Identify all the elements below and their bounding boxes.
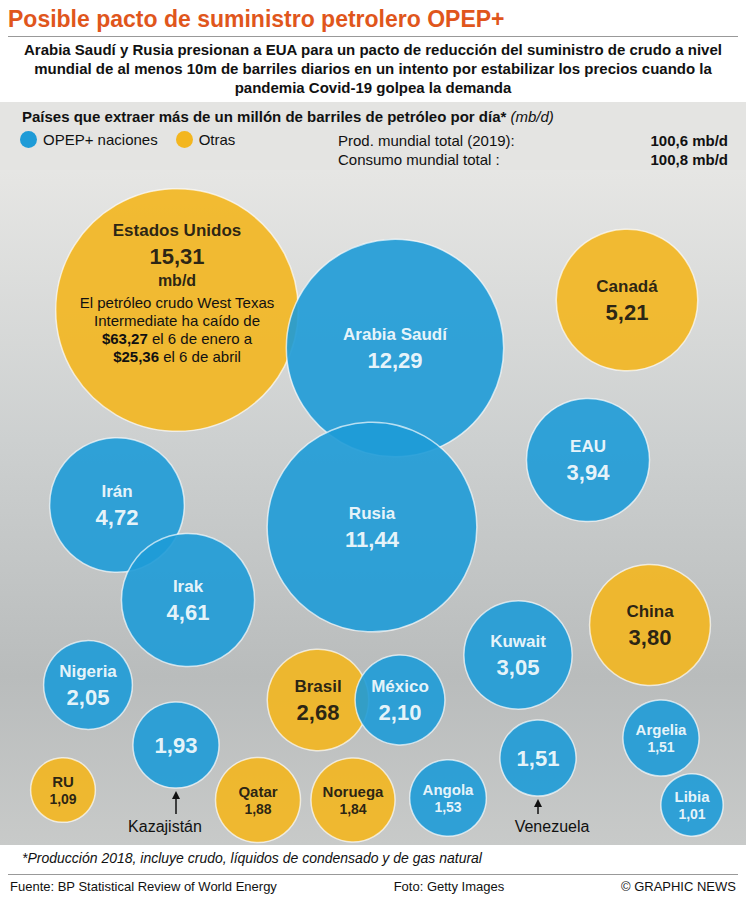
html-text:100,6 mb/d: 100,6 mb/d — [650, 132, 728, 149]
svg-text:Argelia: Argelia — [636, 721, 688, 738]
svg-text:Kuwait: Kuwait — [490, 632, 546, 651]
html-text:Posible pacto de suministro pe: Posible pacto de suministro petrolero OP… — [8, 6, 505, 32]
html-text:Países que extraer más de un m: Países que extraer más de un millón de b… — [22, 108, 554, 125]
svg-text:4,72: 4,72 — [96, 505, 139, 530]
html-text:El petróleo crudo West Texas: El petróleo crudo West Texas — [79, 294, 275, 311]
svg-text:2,05: 2,05 — [67, 685, 110, 710]
html-text:Arabia Saudí y Rusia presionan: Arabia Saudí y Rusia presionan a EUA par… — [24, 41, 722, 96]
svg-text:Arabia Saudí: Arabia Saudí — [343, 325, 448, 344]
html-text:Fuente: BP Statistical Review: Fuente: BP Statistical Review of World E… — [10, 879, 277, 894]
html-text:OPEP+ naciones: OPEP+ naciones — [43, 131, 158, 148]
svg-text:5,21: 5,21 — [606, 300, 649, 325]
html-text:$63,27 el 6 de enero a: $63,27 el 6 de enero a — [101, 330, 253, 347]
html-text:Consumo mundial total :: Consumo mundial total : — [338, 151, 500, 168]
svg-text:EAU: EAU — [570, 437, 606, 456]
svg-text:RU: RU — [52, 773, 74, 790]
svg-text:1,51: 1,51 — [517, 746, 560, 771]
html-text:100,8 mb/d: 100,8 mb/d — [650, 151, 728, 168]
svg-text:2,68: 2,68 — [297, 700, 340, 725]
svg-text:3,80: 3,80 — [629, 625, 672, 650]
svg-text:Qatar: Qatar — [238, 783, 277, 800]
html-text:Intermediate ha caído de: Intermediate ha caído de — [94, 312, 260, 329]
svg-text:Brasil: Brasil — [294, 677, 341, 696]
svg-text:Rusia: Rusia — [349, 504, 396, 523]
svg-text:Kazajistán: Kazajistán — [128, 818, 202, 835]
svg-text:Irak: Irak — [173, 577, 204, 596]
svg-text:3,94: 3,94 — [567, 460, 611, 485]
svg-text:1,84: 1,84 — [339, 801, 366, 817]
svg-text:1,51: 1,51 — [647, 739, 674, 755]
svg-text:Nigeria: Nigeria — [59, 662, 117, 681]
svg-text:Noruega: Noruega — [323, 783, 385, 800]
svg-text:mb/d: mb/d — [158, 272, 196, 289]
svg-text:11,44: 11,44 — [345, 527, 400, 552]
svg-text:Canadá: Canadá — [596, 277, 658, 296]
svg-text:Irán: Irán — [101, 482, 132, 501]
svg-text:1,88: 1,88 — [244, 801, 271, 817]
svg-text:Venezuela: Venezuela — [515, 818, 590, 835]
html-text:$25,36 el 6 de abril: $25,36 el 6 de abril — [113, 348, 241, 365]
svg-text:1,01: 1,01 — [678, 806, 705, 822]
html-text:© GRAPHIC NEWS: © GRAPHIC NEWS — [621, 879, 736, 894]
html-text:Foto: Getty Images: Foto: Getty Images — [393, 879, 505, 894]
html-text:*Producción 2018, incluye crud: *Producción 2018, incluye crudo, líquido… — [22, 850, 482, 866]
svg-text:15,31: 15,31 — [149, 244, 204, 269]
svg-text:4,61: 4,61 — [167, 600, 210, 625]
html-text:Otras: Otras — [198, 131, 236, 148]
svg-text:3,05: 3,05 — [497, 655, 540, 680]
svg-text:México: México — [371, 677, 429, 696]
svg-text:China: China — [626, 602, 674, 621]
svg-text:12,29: 12,29 — [367, 348, 422, 373]
svg-text:2,10: 2,10 — [379, 700, 422, 725]
svg-text:1,93: 1,93 — [155, 733, 198, 758]
svg-text:Libia: Libia — [674, 788, 710, 805]
svg-text:Estados Unidos: Estados Unidos — [113, 221, 241, 240]
svg-text:1,53: 1,53 — [434, 799, 461, 815]
html-text:Prod. mundial total (2019):: Prod. mundial total (2019): — [338, 132, 515, 149]
svg-text:1,09: 1,09 — [49, 791, 76, 807]
svg-text:Angola: Angola — [423, 781, 474, 798]
